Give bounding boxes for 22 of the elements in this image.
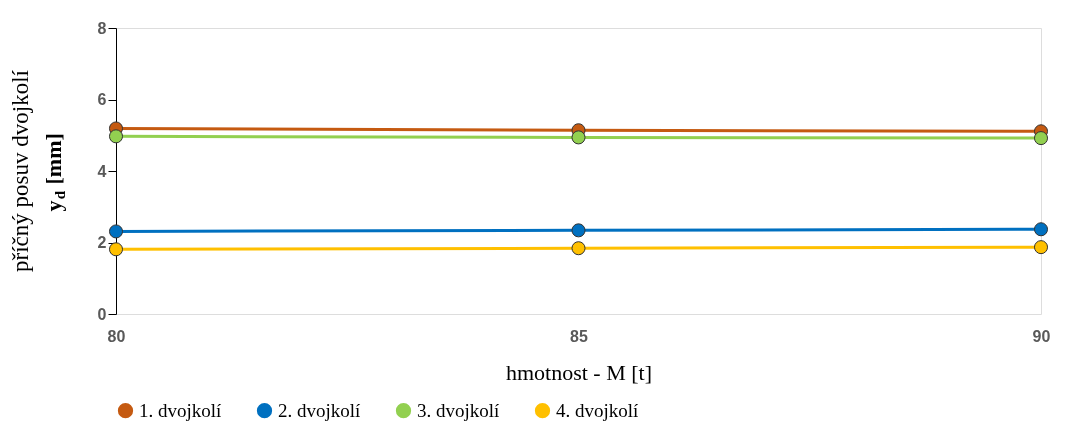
y-tick-label: 8 (97, 19, 107, 37)
y-tick-label: 2 (97, 234, 107, 251)
point (108, 129, 124, 144)
point (1033, 131, 1049, 146)
point (1033, 222, 1049, 237)
point (571, 241, 586, 256)
point (571, 130, 586, 145)
point (108, 242, 124, 257)
x-tick-label: 80 (107, 327, 126, 345)
y-tick-label: 6 (97, 91, 107, 108)
y-tick-label: 0 (97, 305, 107, 323)
x-tick-label: 90 (1032, 327, 1051, 345)
legend-label: 3. dvojkolí (417, 399, 501, 421)
point (108, 224, 124, 239)
point (571, 223, 586, 238)
legend-label: 2. dvojkolí (278, 399, 362, 421)
legend-label: 4. dvojkolí (556, 399, 640, 421)
x-axis-title: hmotnost - M [t] (505, 359, 653, 385)
y-tick-label: 4 (97, 162, 107, 180)
x-tick-label: 85 (570, 327, 588, 345)
point (1033, 240, 1049, 255)
legend-label: 1. dvojkolí (139, 399, 223, 421)
